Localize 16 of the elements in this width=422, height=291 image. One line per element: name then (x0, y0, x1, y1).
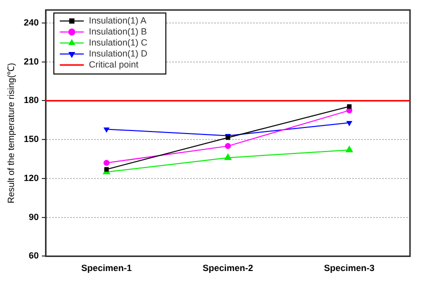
legend-label: Insulation(1) C (88, 37, 148, 48)
y-tick-label: 90 (28, 212, 39, 222)
y-axis-title: Result of the temperature rising(℃) (6, 62, 16, 204)
y-tick-label: 210 (24, 56, 39, 66)
x-tick-label: Specimen-1 (81, 263, 132, 274)
y-tick-label: 180 (24, 95, 39, 106)
x-tick-label: Specimen-2 (202, 263, 254, 274)
y-tick-label: 240 (24, 17, 39, 28)
legend-label: Insulation(1) D (88, 48, 148, 58)
legend-label: Critical point (88, 59, 139, 70)
legend-label: Insulation(1) A (88, 15, 146, 26)
legend-label: Insulation(1) B (88, 26, 147, 36)
x-tick-label: Specimen-3 (324, 263, 375, 274)
y-tick-label: 150 (24, 134, 39, 144)
y-tick-label: 60 (28, 250, 39, 261)
y-tick-label: 120 (24, 172, 39, 183)
